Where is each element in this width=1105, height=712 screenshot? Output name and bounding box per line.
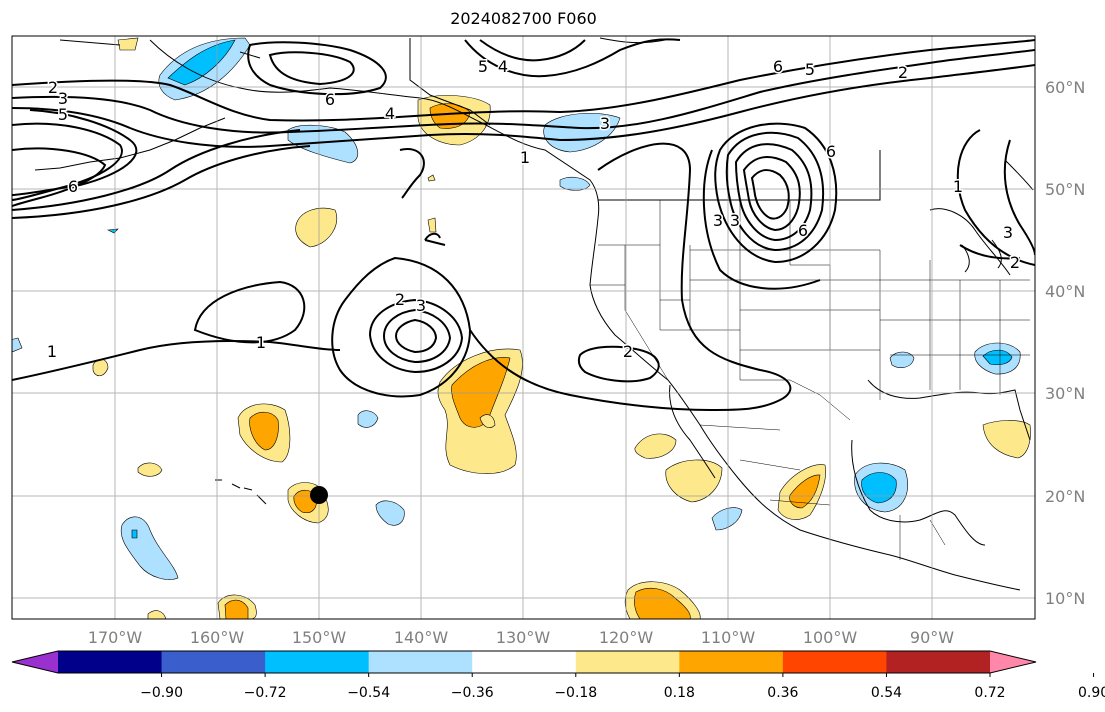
contour-label: 3 (730, 211, 740, 230)
colorbar-segment (575, 651, 680, 673)
lon-tick-label: 150°W (292, 628, 347, 647)
gridlines (12, 36, 1035, 619)
contour-label: 1 (520, 148, 530, 167)
lat-tick-label: 20°N (1045, 487, 1085, 506)
contour-label: 5 (58, 105, 68, 124)
colorbar (11, 650, 1037, 674)
lon-tick-label: 110°W (701, 628, 756, 647)
colorbar-tick-label: 0.18 (664, 685, 695, 701)
contour-label: 3 (713, 211, 723, 230)
lat-tick-labels: 60°N 50°N 40°N 30°N 20°N 10°N (1045, 78, 1085, 608)
contour-label: 3 (416, 296, 426, 315)
lat-tick-label: 60°N (1045, 78, 1085, 97)
lat-tick-label: 50°N (1045, 180, 1085, 199)
colorbar-tick-label: −0.18 (554, 685, 597, 701)
colorbar-segment (265, 651, 370, 673)
colorbar-segment (472, 651, 577, 673)
contour-label: 5 (478, 57, 488, 76)
contour-label: 3 (58, 89, 68, 108)
colorbar-tick-label: −0.72 (244, 685, 287, 701)
colorbar-segment (161, 651, 266, 673)
lon-tick-label: 170°W (88, 628, 143, 647)
colorbar-tick-label: 0.54 (871, 685, 902, 701)
colorbar-tick-label: 0.72 (974, 685, 1005, 701)
lon-tick-label: 160°W (190, 628, 245, 647)
lon-tick-label: 130°W (496, 628, 551, 647)
lon-tick-label: 90°W (910, 628, 954, 647)
colorbar-outline (11, 650, 1037, 674)
contour-label: 1 (953, 177, 963, 196)
colorbar-segment (58, 651, 163, 673)
lat-tick-label: 30°N (1045, 384, 1085, 403)
map-frame (11, 35, 1036, 620)
colorbar-segment (368, 651, 473, 673)
colorbar-segment (886, 651, 991, 673)
contour-label: 1 (256, 333, 266, 352)
colorbar-tick-labels: −0.90 −0.72 −0.54 −0.36 −0.18 0.18 0.36 0.54 0.7… (140, 673, 1105, 701)
contour-label: 2 (623, 342, 633, 361)
lat-tick-label: 10°N (1045, 589, 1085, 608)
contour-label: 6 (826, 142, 836, 161)
coastlines (34, 37, 1034, 591)
contour-label: 6 (325, 90, 335, 109)
colorbar-segment (782, 651, 887, 673)
contour-lines (12, 38, 1035, 412)
contour-label: 2 (898, 63, 908, 82)
contour-label: 2 (395, 290, 405, 309)
lon-tick-label: 100°W (803, 628, 858, 647)
colorbar-tick-label: −0.90 (140, 685, 183, 701)
contour-label: 6 (798, 221, 808, 240)
shading-layer (12, 37, 1031, 619)
contour-label: 6 (68, 177, 78, 196)
colorbar-extend-low (12, 651, 58, 673)
colorbar-segment (679, 651, 784, 673)
colorbar-extend-high (990, 651, 1036, 673)
contour-label: 4 (498, 57, 508, 76)
contour-label: 4 (385, 104, 395, 123)
lon-tick-label: 140°W (394, 628, 449, 647)
contour-label: 3 (600, 114, 610, 133)
lat-tick-label: 40°N (1045, 282, 1085, 301)
lon-tick-labels: 170°W 160°W 150°W 140°W 130°W 120°W 110°… (88, 628, 954, 647)
location-marker-dot (310, 486, 328, 504)
contour-label: 2 (1010, 253, 1020, 272)
colorbar-tick-label: 0.90 (1078, 685, 1105, 701)
contour-label: 1 (47, 342, 57, 361)
colorbar-tick-label: −0.54 (347, 685, 390, 701)
map-title: 2024082700 F060 (450, 9, 597, 28)
lon-tick-label: 120°W (599, 628, 654, 647)
contour-label: 3 (1003, 223, 1013, 242)
contour-label: 2 (48, 78, 58, 97)
colorbar-tick-label: −0.36 (451, 685, 494, 701)
contour-label: 6 (773, 57, 783, 76)
contour-label: 5 (805, 60, 815, 79)
contour-labels: 1 1 2 3 5 6 2 3 2 3 4 5 6 5 2 6 4 3 1 1 … (45, 56, 1021, 363)
colorbar-tick-label: 0.36 (767, 685, 798, 701)
